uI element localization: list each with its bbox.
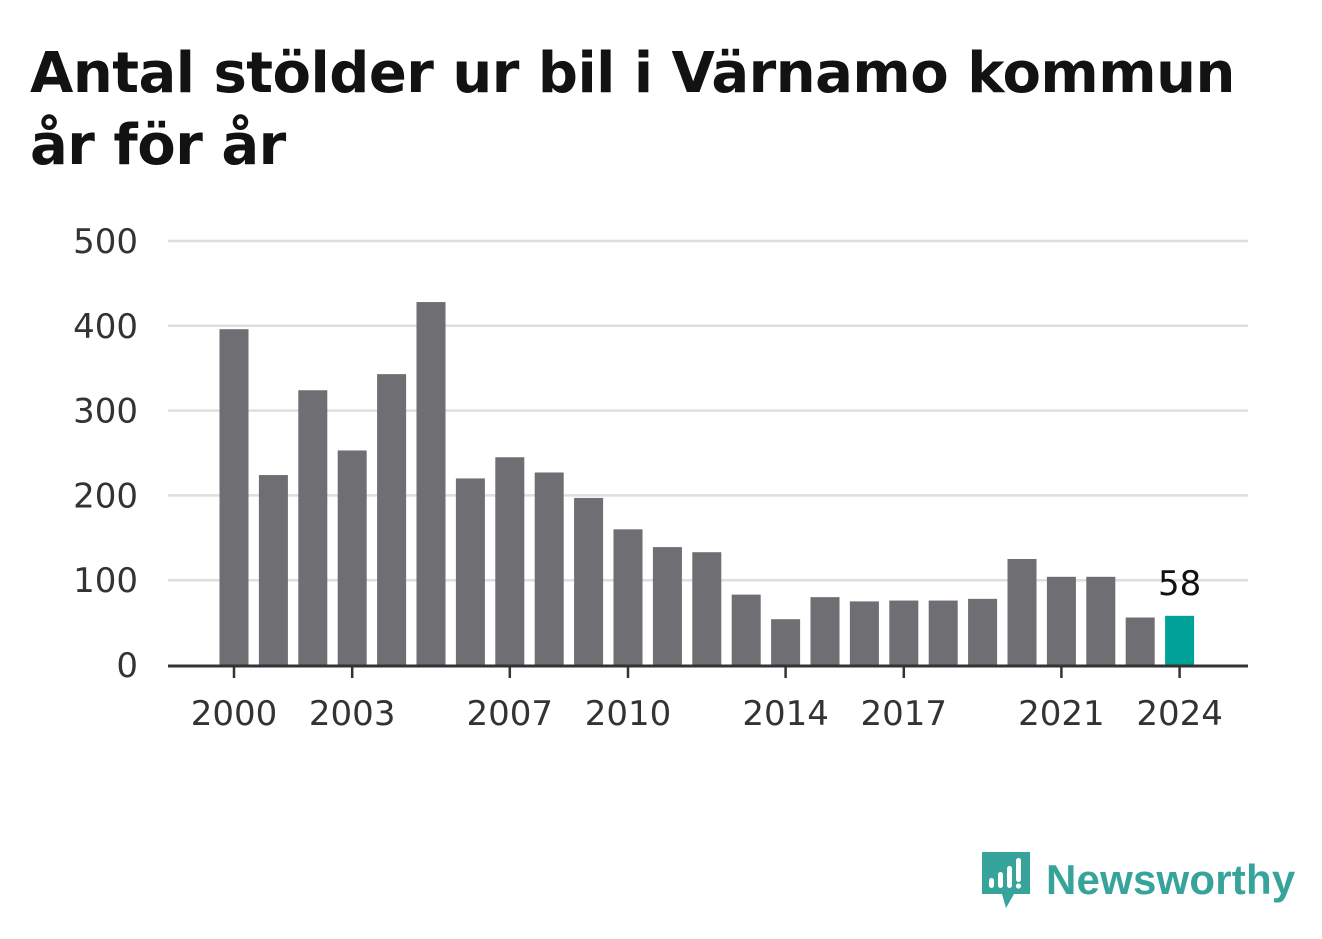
bar-2009 [574, 497, 604, 665]
y-tick-label-500: 500 [73, 222, 138, 262]
bar-2018 [928, 600, 958, 665]
bar-2023 [1125, 617, 1155, 665]
bar-2008 [534, 472, 564, 665]
bar-2007 [495, 457, 525, 665]
bars [219, 302, 1195, 665]
chart-title: Antal stölder ur bil i Värnamo kommun år… [30, 38, 1300, 182]
bar-2017 [889, 600, 919, 665]
bar-2000 [219, 329, 249, 665]
x-tick-label-2021: 2021 [1018, 694, 1105, 734]
grid-lines [168, 239, 1248, 582]
newsworthy-logo-icon [982, 852, 1030, 908]
x-tick-label-2014: 2014 [742, 694, 829, 734]
x-tick-label-2010: 2010 [585, 694, 672, 734]
x-tick-label-2000: 2000 [191, 694, 278, 734]
x-tick-label-2003: 2003 [309, 694, 396, 734]
y-axis-tick-labels: 0 100 200 300 400 500 [73, 222, 138, 686]
bar-2013 [731, 594, 761, 665]
bar-2015 [810, 597, 840, 665]
x-axis-ticks: 2000 2003 2007 2010 2014 2017 2021 2024 [191, 665, 1223, 734]
bar-2005 [416, 302, 446, 665]
newsworthy-brand: Newsworthy [980, 848, 1295, 912]
y-tick-label-0: 0 [116, 646, 138, 686]
bar-2021 [1046, 576, 1076, 665]
y-tick-label-200: 200 [73, 476, 138, 516]
bar-2012 [692, 552, 722, 665]
bar-2016 [849, 601, 879, 665]
bar-2019 [968, 598, 998, 665]
bar-2024 [1165, 615, 1195, 665]
chart-title-line-2: år för år [30, 113, 286, 178]
data-label-2024: 58 [1158, 564, 1201, 604]
bar-2004 [377, 374, 407, 665]
data-labels: 58 [1158, 564, 1201, 604]
bar-2010 [613, 529, 643, 665]
chart-title-line-1: Antal stölder ur bil i Värnamo kommun [30, 41, 1235, 106]
y-tick-label-300: 300 [73, 392, 138, 432]
bar-2011 [652, 547, 682, 665]
bar-2002 [298, 390, 328, 665]
x-tick-label-2024: 2024 [1136, 694, 1223, 734]
x-tick-label-2017: 2017 [861, 694, 948, 734]
bar-2006 [455, 478, 485, 665]
bar-2014 [771, 619, 801, 665]
x-tick-label-2007: 2007 [467, 694, 554, 734]
y-tick-label-100: 100 [73, 561, 138, 601]
bar-2001 [258, 475, 288, 665]
bar-2022 [1086, 576, 1116, 665]
bar-2020 [1007, 559, 1037, 665]
y-tick-label-400: 400 [73, 307, 138, 347]
bar-2003 [337, 450, 367, 665]
brand-name: Newsworthy [1046, 856, 1296, 903]
